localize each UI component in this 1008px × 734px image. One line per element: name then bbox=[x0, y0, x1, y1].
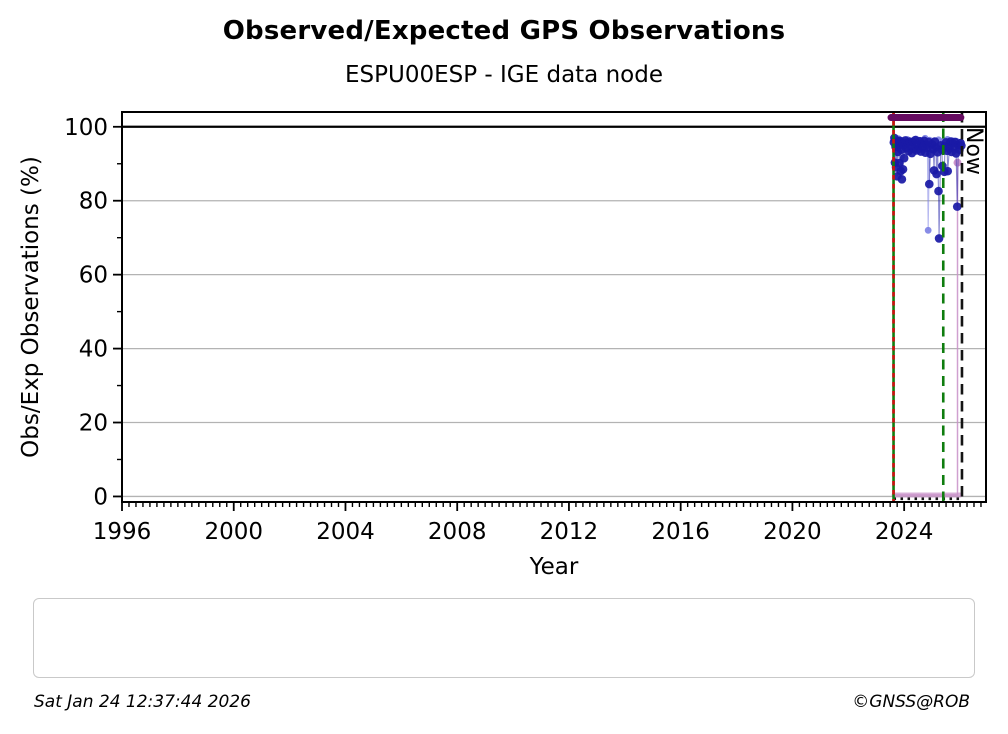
svg-text:2024: 2024 bbox=[875, 519, 934, 545]
series-gps-2f bbox=[889, 133, 966, 243]
svg-text:80: 80 bbox=[79, 189, 108, 215]
svg-text:Now: Now bbox=[961, 127, 986, 175]
svg-text:100: 100 bbox=[64, 115, 108, 141]
now-line: Now bbox=[960, 112, 986, 502]
svg-text:Obs/Exp Observations (%): Obs/Exp Observations (%) bbox=[18, 156, 44, 458]
svg-text:0: 0 bbox=[93, 484, 108, 510]
event-lines bbox=[892, 112, 945, 502]
svg-text:2008: 2008 bbox=[428, 519, 487, 545]
svg-text:1996: 1996 bbox=[93, 519, 152, 545]
plot-area: Now 1996 2000 2004 2008 2012 2016 2020 2024 0 20 4… bbox=[18, 111, 987, 580]
axis-ticks-and-labels: 1996 2000 2004 2008 2012 2016 2020 2024 0 20 40 60 8… bbox=[18, 115, 982, 580]
svg-text:20: 20 bbox=[79, 411, 108, 437]
svg-text:2020: 2020 bbox=[763, 519, 822, 545]
svg-text:2016: 2016 bbox=[651, 519, 710, 545]
svg-text:2000: 2000 bbox=[204, 519, 263, 545]
chart-title: Observed/Expected GPS Observations bbox=[222, 16, 786, 46]
svg-text:60: 60 bbox=[79, 263, 108, 289]
svg-text:2012: 2012 bbox=[540, 519, 599, 545]
plot-timestamp: Sat Jan 24 12:37:44 2026 bbox=[34, 692, 251, 712]
chart-subtitle: ESPU00ESP - IGE data node bbox=[345, 62, 663, 88]
legend: GPS 1f obs ele log ele RINEX2 RINEX3 RIN… bbox=[33, 598, 975, 678]
axes-frame bbox=[121, 111, 987, 503]
grid-layer bbox=[122, 125, 986, 498]
svg-text:Year: Year bbox=[529, 554, 579, 580]
svg-text:2004: 2004 bbox=[316, 519, 375, 545]
credit-watermark: ©GNSS@ROB bbox=[852, 692, 970, 712]
svg-text:40: 40 bbox=[79, 337, 108, 363]
